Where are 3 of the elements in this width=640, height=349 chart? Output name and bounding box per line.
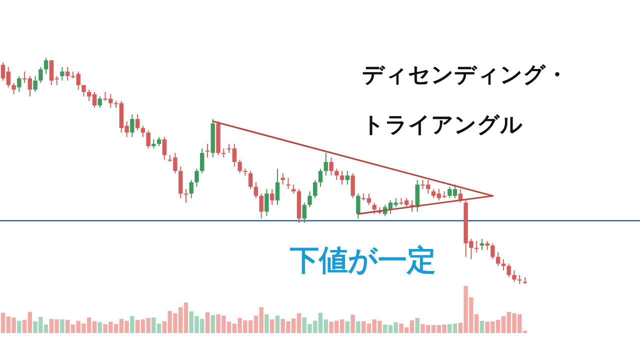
annotation: トライアングル [362, 113, 523, 138]
annotation: 下値が一定 [290, 243, 436, 277]
annotation: ディセンディング・ [362, 63, 568, 88]
